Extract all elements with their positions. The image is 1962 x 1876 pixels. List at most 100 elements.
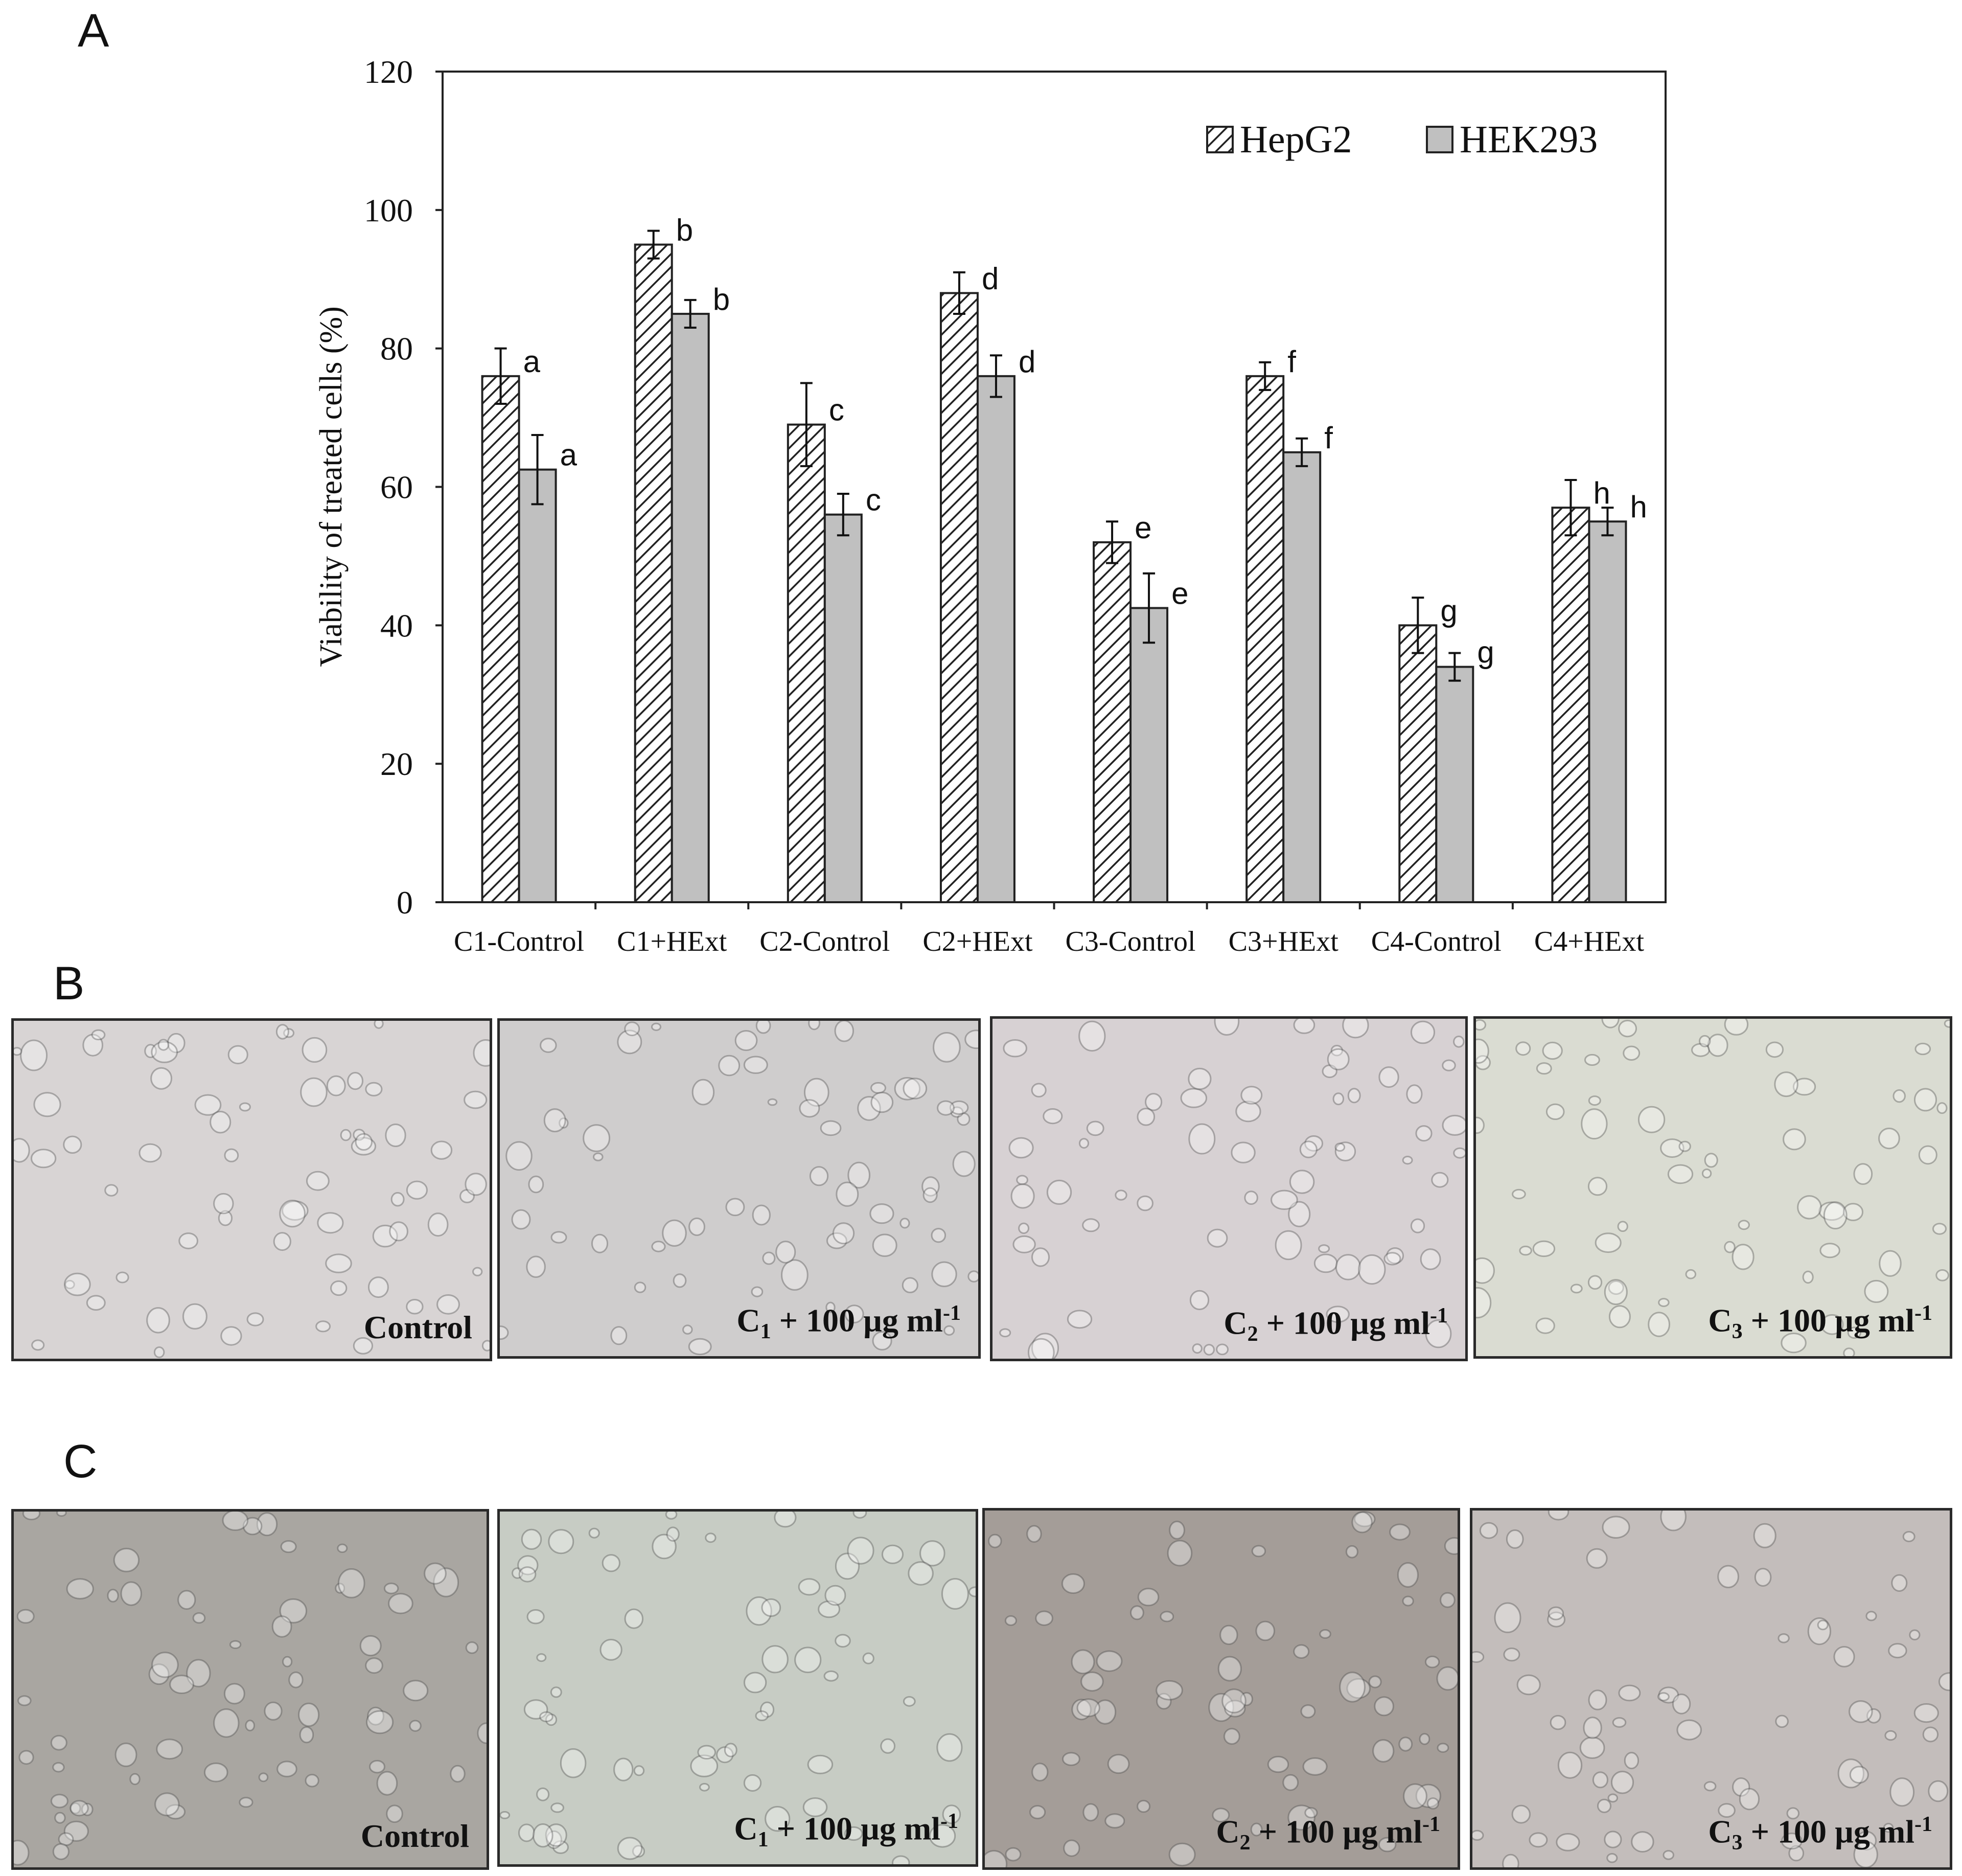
caption-subscript: 1 <box>757 1828 769 1851</box>
cell-shape <box>1079 1138 1089 1149</box>
cell-shape <box>1913 1703 1939 1723</box>
cell-shape <box>1332 1092 1344 1106</box>
cell-shape <box>1302 1757 1328 1776</box>
x-tick-label: C4-Control <box>1371 926 1502 957</box>
cell-shape <box>869 1203 894 1224</box>
cell-shape <box>1545 1103 1565 1120</box>
cell-shape <box>1853 1841 1878 1867</box>
cell-shape <box>1012 1235 1036 1253</box>
caption-subscript: 3 <box>1732 1320 1743 1343</box>
cell-shape <box>242 1517 263 1536</box>
cell-shape <box>1892 1089 1906 1103</box>
cell-shape <box>760 1701 775 1718</box>
cell-shape <box>1631 1831 1654 1852</box>
cell-shape <box>1354 1511 1376 1527</box>
micrograph-image <box>992 1019 1465 1359</box>
cell-shape <box>1843 1347 1855 1356</box>
cell-shape <box>765 1806 791 1832</box>
cell-shape <box>921 1176 940 1197</box>
cell-shape <box>1299 1140 1318 1158</box>
cell-shape <box>1240 1086 1263 1105</box>
cell-shape <box>1212 1808 1230 1823</box>
cell-shape <box>1008 1137 1034 1159</box>
cell-shape <box>550 1686 562 1698</box>
cell-shape <box>18 1750 34 1765</box>
cell-shape <box>1724 1019 1749 1036</box>
cell-shape <box>1107 1754 1130 1774</box>
cell-shape <box>477 1722 487 1744</box>
cell-shape <box>264 1701 283 1721</box>
cell-shape <box>1586 1548 1608 1569</box>
cell-shape <box>1188 1123 1216 1155</box>
cell-shape <box>613 1757 634 1781</box>
cell-shape <box>755 1710 769 1722</box>
cell-shape <box>673 1273 687 1288</box>
cell-shape <box>1476 1055 1491 1070</box>
cell-shape <box>688 1338 712 1356</box>
cell-shape <box>1833 1646 1855 1667</box>
cell-shape <box>517 1555 539 1575</box>
cell-shape <box>51 1794 68 1809</box>
cell-shape <box>521 1528 542 1550</box>
cell-shape <box>820 1120 842 1136</box>
micrograph-background <box>500 1021 978 1356</box>
cell-shape <box>751 1286 764 1297</box>
cell-shape <box>1587 1177 1608 1196</box>
cell-shape <box>1618 1020 1637 1038</box>
cell-shape <box>1188 1067 1212 1090</box>
cell-shape <box>1738 1220 1750 1230</box>
cell-shape <box>1592 1771 1608 1789</box>
cell-shape <box>120 1581 142 1606</box>
cell-shape <box>325 1253 352 1273</box>
cell-shape <box>823 1671 839 1682</box>
cell-shape <box>807 1754 834 1774</box>
cell-shape <box>1717 1565 1739 1589</box>
cell-shape <box>941 1578 969 1610</box>
cell-shape <box>761 1645 789 1674</box>
cell-shape <box>1511 1804 1531 1824</box>
cell-shape <box>1293 1019 1315 1034</box>
cell-shape <box>1378 1066 1399 1088</box>
cell-shape <box>288 1672 304 1688</box>
cell-shape <box>1203 1344 1215 1356</box>
cell-shape <box>931 1261 957 1287</box>
cell-shape <box>1570 1284 1583 1294</box>
cell-shape <box>1583 1717 1602 1739</box>
cell-shape <box>892 1855 910 1864</box>
cell-shape <box>1425 1656 1440 1668</box>
cell-shape <box>1618 1684 1641 1702</box>
cell-shape <box>1754 1568 1772 1587</box>
cell-shape <box>351 1137 377 1156</box>
caption-superscript: -1 <box>1422 1812 1440 1836</box>
cell-shape <box>1699 1035 1711 1047</box>
cell-shape <box>436 1294 460 1315</box>
cell-shape <box>746 1596 772 1626</box>
cell-shape <box>282 1656 293 1667</box>
cell-shape <box>86 1295 106 1311</box>
cell-shape <box>282 1200 309 1221</box>
cell-shape <box>1935 1269 1949 1282</box>
cell-shape <box>1503 1648 1520 1662</box>
bars-group: a a b b c c d d ee f f gg h h <box>481 213 1647 904</box>
cell-shape <box>988 1534 1002 1548</box>
cell-shape <box>1612 1717 1627 1728</box>
cell-shape <box>1372 1739 1395 1763</box>
cell-shape <box>1753 1523 1776 1548</box>
cell-shape <box>942 1804 961 1824</box>
cell-shape <box>1783 1128 1806 1151</box>
bar-hepg2 <box>939 292 979 903</box>
cell-shape <box>1080 1672 1104 1692</box>
bar-hek293 <box>1588 520 1627 903</box>
cell-shape <box>273 1232 291 1251</box>
cell-shape <box>82 1034 103 1057</box>
cell-shape <box>545 1713 557 1726</box>
cell-shape <box>999 1328 1011 1338</box>
cell-shape <box>870 1082 886 1094</box>
cell-shape <box>276 1760 297 1777</box>
caption-superscript: -1 <box>1430 1303 1448 1328</box>
cell-shape <box>1216 1343 1229 1356</box>
significance-letter: e <box>1135 511 1151 545</box>
cell-shape <box>1440 1592 1456 1608</box>
cell-shape <box>1250 1822 1263 1837</box>
cell-shape <box>1556 1833 1580 1851</box>
